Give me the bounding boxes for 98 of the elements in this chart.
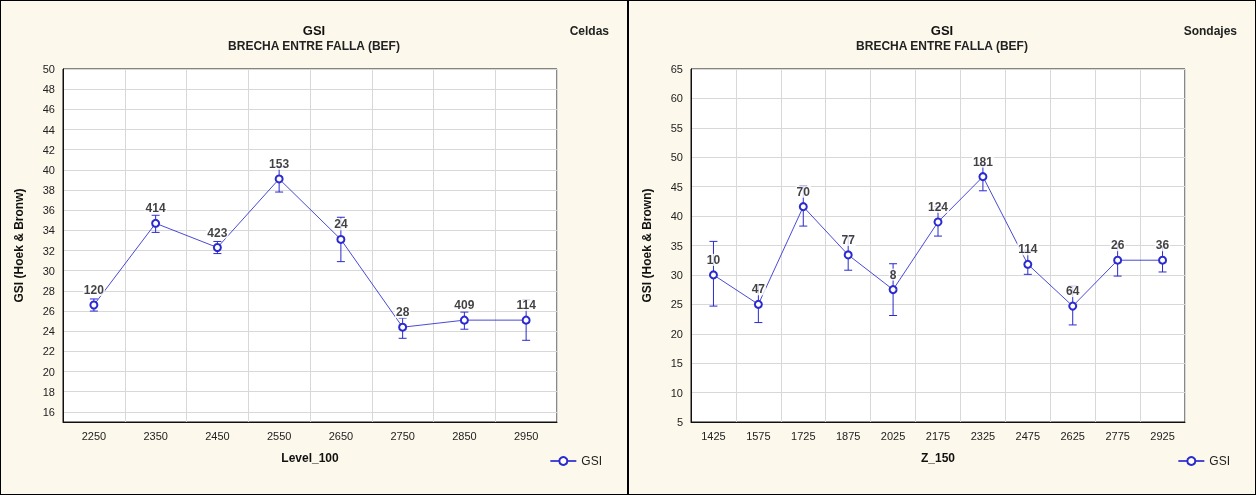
y-tick-label: 45 — [670, 180, 683, 193]
y-tick-label: 24 — [42, 325, 55, 338]
annotation: 64 — [1066, 284, 1080, 299]
y-tick-label: 50 — [670, 151, 683, 164]
y-tick-label: 65 — [670, 63, 683, 75]
x-axis-title: Level_100 — [281, 451, 340, 465]
y-tick-label: 30 — [42, 264, 55, 277]
legend-label: GSI — [1209, 454, 1230, 468]
y-tick-label: 60 — [670, 92, 683, 105]
x-tick-label: 2850 — [452, 429, 477, 442]
annotation: 120 — [83, 283, 105, 298]
x-tick-label: 2025 — [880, 429, 906, 442]
y-tick-label: 5 — [676, 416, 683, 428]
point — [274, 174, 284, 184]
point — [798, 202, 808, 212]
annotation: 24 — [334, 217, 348, 232]
x-tick-label: 2750 — [390, 429, 415, 442]
y-tick-label: 42 — [42, 143, 55, 156]
y-tick-label: 34 — [42, 224, 55, 237]
y-tick-label: 40 — [42, 163, 55, 176]
y-tick-label: 22 — [42, 345, 55, 358]
chart-subtitle: BRECHA ENTRE FALLA (BEF) — [856, 39, 1028, 53]
y-tick-label: 40 — [670, 210, 683, 223]
annotation: 423 — [207, 225, 228, 240]
y-tick-label: 48 — [42, 83, 55, 96]
y-tick-label: 18 — [42, 385, 55, 398]
y-tick-label: 15 — [670, 357, 683, 370]
y-axis-title: GSI (Hoek & Brown) — [640, 188, 654, 303]
annotation: 10 — [706, 252, 721, 267]
point — [933, 217, 943, 227]
y-tick-label: 20 — [670, 327, 683, 340]
x-tick-label: 2775 — [1105, 429, 1130, 442]
annotation: 153 — [269, 156, 290, 171]
point — [1158, 255, 1168, 265]
legend-label: GSI — [581, 454, 602, 468]
annotation: 414 — [145, 201, 166, 216]
annotation: 8 — [889, 267, 897, 282]
chart-subtitle: BRECHA ENTRE FALLA (BEF) — [228, 39, 400, 53]
x-tick-label: 2550 — [266, 429, 292, 442]
y-tick-label: 20 — [42, 365, 55, 378]
point — [398, 322, 408, 332]
y-tick-label: 50 — [42, 63, 55, 75]
x-tick-label: 2950 — [513, 429, 539, 442]
annotation: 114 — [1018, 242, 1038, 257]
annotation: 28 — [395, 305, 410, 320]
point — [521, 315, 531, 325]
annotation: 124 — [927, 199, 949, 214]
point — [336, 234, 346, 244]
x-tick-label: 2925 — [1150, 429, 1175, 442]
annotation: 36 — [1155, 238, 1170, 253]
annotation: 26 — [1110, 238, 1125, 253]
point — [1113, 255, 1123, 265]
y-tick-label: 28 — [42, 284, 55, 297]
chart-title: GSI — [930, 23, 954, 38]
y-tick-label: 25 — [670, 298, 683, 311]
chart-title: GSI — [302, 23, 326, 38]
y-tick-label: 32 — [42, 244, 55, 257]
x-tick-label: 2250 — [81, 429, 107, 442]
x-axis-title: Z_150 — [920, 451, 956, 465]
point — [753, 299, 763, 309]
y-tick-label: 26 — [42, 305, 55, 318]
point — [459, 315, 469, 325]
text: Celdas — [569, 24, 610, 38]
point — [843, 250, 853, 260]
x-tick-label: 1875 — [835, 429, 861, 442]
y-tick-label: 36 — [42, 204, 55, 217]
x-tick-label: 2175 — [925, 429, 951, 442]
point — [888, 285, 898, 295]
annotation: 114 — [516, 298, 537, 313]
annotation: 181 — [972, 154, 994, 169]
y-tick-label: 55 — [670, 121, 683, 134]
y-tick-label: 30 — [670, 268, 683, 281]
x-tick-label: 1575 — [746, 429, 771, 442]
point — [1068, 301, 1078, 311]
annotation: 70 — [796, 184, 811, 199]
x-tick-label: 2450 — [205, 429, 230, 442]
point — [151, 218, 161, 228]
point — [1023, 259, 1033, 269]
y-tick-label: 38 — [42, 184, 55, 197]
y-tick-label: 16 — [42, 405, 55, 418]
x-tick-label: 1725 — [791, 429, 816, 442]
x-tick-label: 1425 — [701, 429, 726, 442]
x-tick-label: 2325 — [970, 429, 996, 442]
annotation: 409 — [454, 298, 475, 313]
text: Sondajes — [1183, 24, 1238, 38]
x-tick-label: 2475 — [1015, 429, 1041, 442]
point — [708, 270, 718, 280]
y-tick-label: 46 — [42, 103, 55, 116]
y-tick-label: 35 — [670, 239, 683, 252]
x-tick-label: 2650 — [328, 429, 354, 442]
y-tick-label: 44 — [42, 123, 55, 136]
point — [978, 172, 988, 182]
annotation: 47 — [751, 282, 766, 297]
x-tick-label: 2625 — [1060, 429, 1085, 442]
x-tick-label: 2350 — [143, 429, 168, 442]
annotation: 77 — [841, 232, 856, 247]
y-axis-title: GSI (Hoek & Bronw) — [12, 188, 26, 303]
y-tick-label: 10 — [670, 386, 683, 399]
